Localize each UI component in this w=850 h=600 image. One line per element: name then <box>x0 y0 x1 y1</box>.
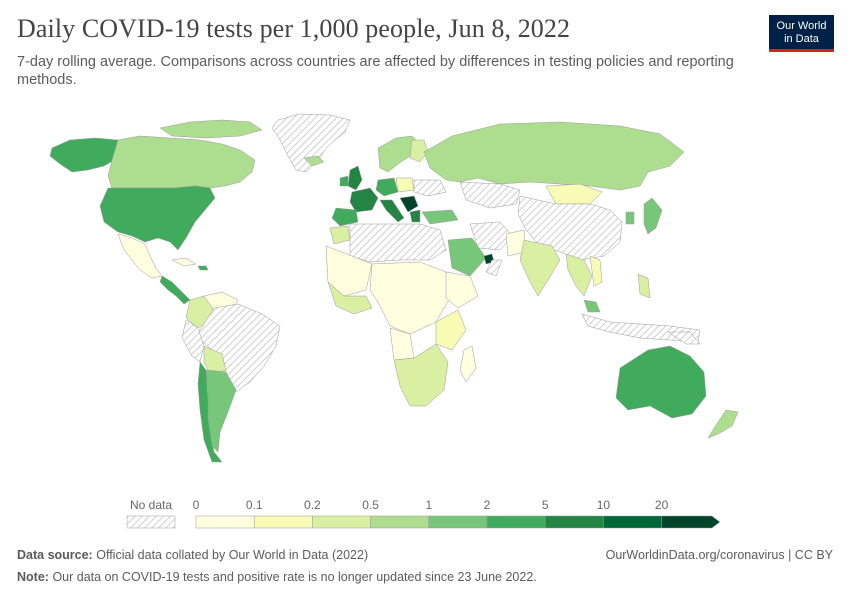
chart-subtitle: 7-day rolling average. Comparisons acros… <box>17 54 734 88</box>
country-ethiopia[interactable] <box>445 271 479 309</box>
country-malaysia[interactable] <box>583 299 601 313</box>
legend-bin-3[interactable] <box>370 515 430 529</box>
country-spain[interactable] <box>331 207 359 227</box>
country-alaska[interactable] <box>49 137 129 173</box>
country-chile[interactable] <box>197 361 223 463</box>
legend-tick-0: 0 <box>193 498 200 512</box>
country-russia[interactable] <box>423 121 685 191</box>
country-turkey[interactable] <box>421 209 459 225</box>
legend-tick-4: 1 <box>425 498 432 512</box>
legend-tick-5: 2 <box>484 498 491 512</box>
country-india[interactable] <box>519 239 561 297</box>
country-east-africa[interactable] <box>435 309 467 351</box>
legend-bin-4[interactable] <box>428 515 488 529</box>
country-kazakhstan[interactable] <box>459 181 521 209</box>
source-text: Official data collated by Our World in D… <box>96 548 369 562</box>
country-philippines[interactable] <box>637 273 651 299</box>
country-canada[interactable] <box>107 135 256 189</box>
country-dominican[interactable] <box>197 265 209 271</box>
country-north-africa[interactable] <box>349 223 447 263</box>
country-italy[interactable] <box>379 199 405 223</box>
country-argentina[interactable] <box>205 369 237 453</box>
country-iran[interactable] <box>469 221 513 251</box>
country-korea[interactable] <box>625 211 635 225</box>
source-label: Data source: <box>17 548 93 562</box>
footer-note: Note: Our data on COVID-19 tests and pos… <box>17 570 537 584</box>
legend-bin-0[interactable] <box>195 515 255 529</box>
country-japan[interactable] <box>643 197 663 235</box>
country-central-america[interactable] <box>159 275 191 305</box>
country-iceland[interactable] <box>303 155 325 167</box>
country-poland[interactable] <box>395 177 415 193</box>
country-morocco[interactable] <box>329 225 351 245</box>
legend-tick-6: 5 <box>542 498 549 512</box>
country-new-zealand[interactable] <box>707 409 739 439</box>
country-png[interactable] <box>667 331 701 345</box>
country-mongolia[interactable] <box>545 183 603 205</box>
legend-tick-3: 0.5 <box>362 498 379 512</box>
country-germany[interactable] <box>375 177 399 197</box>
legend-bin-1[interactable] <box>253 515 313 529</box>
country-madagascar[interactable] <box>459 345 477 383</box>
legend-bin-8[interactable] <box>661 515 721 529</box>
country-canada-arctic[interactable] <box>159 119 263 139</box>
country-usa[interactable] <box>99 185 216 251</box>
country-uk[interactable] <box>347 165 363 191</box>
country-mexico[interactable] <box>117 233 163 279</box>
legend-bin-2[interactable] <box>312 515 371 529</box>
note-text: Our data on COVID-19 tests and positive … <box>52 570 537 584</box>
country-oman[interactable] <box>485 259 503 277</box>
country-vietnam[interactable] <box>589 255 603 287</box>
map-legend: No data 0 0.1 0.2 0.5 1 2 5 10 20 <box>126 498 721 529</box>
chart-title: Daily COVID-19 tests per 1,000 people, J… <box>17 14 571 43</box>
legend-tick-7: 10 <box>597 498 611 512</box>
country-ireland[interactable] <box>339 175 349 187</box>
footer-url[interactable]: OurWorldinData.org/coronavirus | CC BY <box>605 548 833 562</box>
legend-tick-1: 0.1 <box>246 498 263 512</box>
owid-logo[interactable]: Our World in Data <box>769 15 834 52</box>
country-balkans[interactable] <box>399 195 419 213</box>
country-central-africa[interactable] <box>369 261 451 335</box>
country-myanmar-thailand[interactable] <box>565 253 593 297</box>
country-finland[interactable] <box>409 139 429 163</box>
logo-line-1: Our World <box>776 20 827 32</box>
country-saudi-arabia[interactable] <box>447 237 487 277</box>
country-southern-africa[interactable] <box>393 343 449 407</box>
legend-bin-5[interactable] <box>486 515 546 529</box>
legend-no-data-swatch <box>126 515 176 529</box>
logo-line-2: in Data <box>784 32 819 45</box>
country-greece[interactable] <box>409 209 421 223</box>
country-cuba[interactable] <box>171 257 197 267</box>
country-china[interactable] <box>517 195 623 261</box>
legend-bin-6[interactable] <box>544 515 604 529</box>
legend-no-data-label: No data <box>130 498 172 512</box>
country-australia[interactable] <box>615 345 707 419</box>
legend-tick-2: 0.2 <box>304 498 321 512</box>
note-label: Note: <box>17 570 49 584</box>
footer-source: Data source: Official data collated by O… <box>17 548 368 562</box>
world-map <box>49 113 739 463</box>
country-france[interactable] <box>349 187 379 213</box>
country-west-africa[interactable] <box>327 281 373 315</box>
legend-bin-7[interactable] <box>603 515 662 529</box>
legend-tick-8: 20 <box>655 498 669 512</box>
country-ukraine[interactable] <box>413 179 447 197</box>
